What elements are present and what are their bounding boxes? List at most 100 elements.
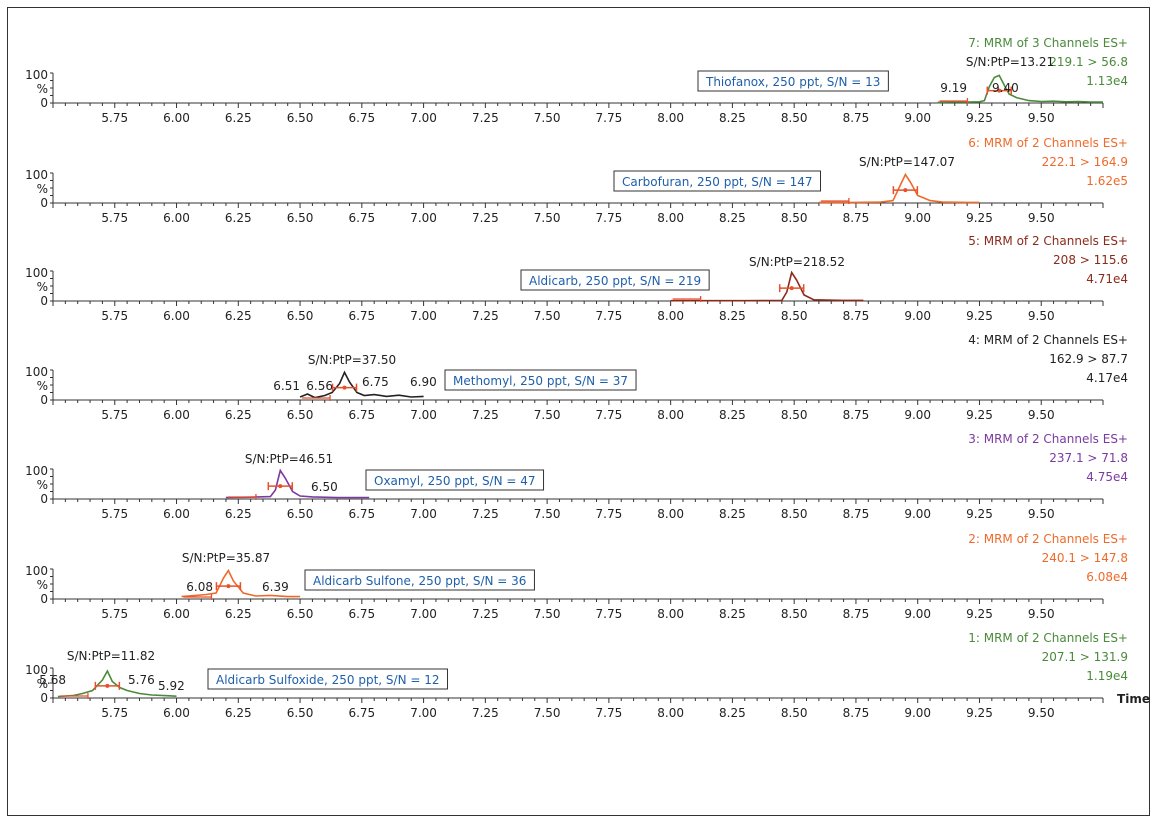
x-tick-label: 9.50: [1028, 507, 1055, 521]
trace-line: [818, 172, 980, 204]
y-tick-label-100: 100: [25, 68, 48, 82]
x-tick-label: 8.25: [719, 111, 746, 125]
x-tick-label: 6.50: [287, 408, 314, 422]
compound-label-box: [304, 569, 535, 591]
sn-text: S/N:PtP=46.51: [245, 452, 333, 466]
x-tick-label: 7.25: [472, 309, 499, 323]
sn-text: S/N:PtP=13.21: [966, 55, 1054, 69]
x-tick-label: 6.00: [163, 309, 190, 323]
x-tick-label: 7.25: [472, 111, 499, 125]
trace-line: [299, 370, 424, 399]
peak-label: 6.51: [273, 379, 300, 393]
y-tick-label-100: 100: [25, 464, 48, 478]
compound-label: Oxamyl, 250 ppt, S/N = 47: [374, 474, 536, 488]
peak-label: 6.39: [262, 580, 289, 594]
y-tick-label-0: 0: [40, 691, 48, 705]
x-tick-label: 9.00: [904, 706, 931, 720]
x-tick-label: 7.75: [596, 211, 623, 225]
x-tick-label: 7.25: [472, 507, 499, 521]
sn-marker-dot: [903, 188, 908, 193]
panel-header: 3: MRM of 2 Channels ES+: [968, 432, 1128, 446]
y-tick-label-percent: %: [37, 280, 48, 294]
x-tick-label: 8.25: [719, 309, 746, 323]
x-tick-label: 8.50: [781, 507, 808, 521]
x-tick-label: 7.75: [596, 507, 623, 521]
x-tick-label: 7.25: [472, 211, 499, 225]
sn-marker-dot: [997, 88, 1002, 93]
x-tick-label: 7.00: [410, 111, 437, 125]
x-tick-label: 8.50: [781, 607, 808, 621]
peak-label: 6.50: [311, 480, 338, 494]
x-tick-label: 9.00: [904, 309, 931, 323]
x-tick-label: 8.75: [843, 309, 870, 323]
trace-line: [181, 568, 301, 598]
y-tick-label-0: 0: [40, 196, 48, 210]
x-tick-label: 8.75: [843, 111, 870, 125]
y-tick-label-0: 0: [40, 492, 48, 506]
x-tick-label: 7.75: [596, 408, 623, 422]
x-tick-label: 7.75: [596, 607, 623, 621]
x-tick-label: 7.75: [596, 309, 623, 323]
x-tick-label: 8.25: [719, 408, 746, 422]
chromatogram-frame: [7, 7, 1150, 816]
panel-transition: 222.1 > 164.9: [1042, 155, 1128, 169]
x-tick-label: 6.25: [225, 706, 252, 720]
panel-intensity: 4.71e4: [1086, 272, 1128, 286]
compound-label: Aldicarb Sulfoxide, 250 ppt, S/N = 12: [216, 673, 440, 687]
x-tick-label: 8.75: [843, 607, 870, 621]
panel-header: 5: MRM of 2 Channels ES+: [968, 234, 1128, 248]
x-axis-label: Time: [1117, 692, 1150, 706]
x-tick-label: 7.50: [534, 607, 561, 621]
x-tick-label: 9.50: [1028, 111, 1055, 125]
x-tick-label: 6.75: [348, 211, 375, 225]
trace-line: [937, 74, 1103, 104]
x-tick-label: 6.50: [287, 507, 314, 521]
panel-header: 2: MRM of 2 Channels ES+: [968, 532, 1128, 546]
compound-label-box: [520, 269, 710, 291]
panel-intensity: 1.19e4: [1086, 669, 1128, 683]
x-tick-label: 6.25: [225, 408, 252, 422]
x-tick-label: 6.75: [348, 408, 375, 422]
x-tick-label: 8.00: [657, 706, 684, 720]
compound-label: Thiofanox, 250 ppt, S/N = 13: [705, 75, 880, 89]
x-tick-label: 8.25: [719, 211, 746, 225]
panel-header: 6: MRM of 2 Channels ES+: [968, 136, 1128, 150]
x-tick-label: 9.50: [1028, 607, 1055, 621]
x-tick-label: 9.25: [966, 408, 993, 422]
peak-label: 6.90: [410, 375, 437, 389]
panel-transition: 240.1 > 147.8: [1042, 551, 1128, 565]
x-tick-label: 6.25: [225, 607, 252, 621]
x-tick-label: 6.00: [163, 507, 190, 521]
x-tick-label: 6.00: [163, 111, 190, 125]
trace-line: [225, 468, 370, 499]
x-tick-label: 5.75: [101, 408, 128, 422]
x-tick-label: 8.75: [843, 408, 870, 422]
y-tick-label-0: 0: [40, 592, 48, 606]
peak-label: 9.40: [992, 81, 1019, 95]
y-tick-label-percent: %: [37, 182, 48, 196]
y-tick-label-100: 100: [25, 168, 48, 182]
panel-intensity: 1.62e5: [1086, 174, 1128, 188]
sn-marker-dot: [342, 385, 347, 390]
x-tick-label: 7.75: [596, 706, 623, 720]
peak-label: 5.68: [39, 673, 66, 687]
x-tick-label: 7.50: [534, 111, 561, 125]
x-tick-label: 8.00: [657, 507, 684, 521]
peak-label: 5.76: [128, 673, 155, 687]
x-tick-label: 7.50: [534, 706, 561, 720]
y-tick-label-100: 100: [25, 564, 48, 578]
y-tick-label-100: 100: [25, 663, 48, 677]
x-tick-label: 9.50: [1028, 408, 1055, 422]
sn-text: S/N:PtP=147.07: [859, 155, 955, 169]
x-tick-label: 6.25: [225, 507, 252, 521]
trace-line: [57, 669, 177, 698]
x-tick-label: 8.50: [781, 706, 808, 720]
y-tick-label-percent: %: [37, 578, 48, 592]
compound-label-box: [444, 369, 637, 391]
sn-text: S/N:PtP=218.52: [749, 255, 845, 269]
x-tick-label: 6.50: [287, 706, 314, 720]
x-tick-label: 5.75: [101, 211, 128, 225]
x-tick-label: 9.25: [966, 309, 993, 323]
x-tick-label: 7.00: [410, 507, 437, 521]
x-tick-label: 8.25: [719, 706, 746, 720]
